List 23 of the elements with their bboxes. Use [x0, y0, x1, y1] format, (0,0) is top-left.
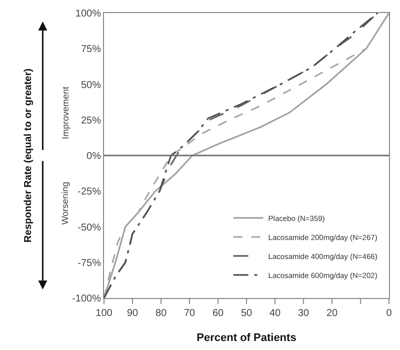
y-tick-label: -25% — [78, 186, 102, 198]
y-tick-label: 0% — [86, 151, 102, 162]
y-tick-label: -50% — [78, 222, 102, 234]
y-tick-label: 100% — [75, 8, 102, 20]
x-tick-label: 60 — [212, 308, 224, 319]
y-tick-label: 25% — [80, 115, 102, 126]
text: Improvement — [60, 86, 71, 140]
x-tick-label: 50 — [240, 308, 252, 319]
y-tick-label: 50% — [80, 80, 102, 91]
x-tick-label: 20 — [326, 308, 338, 319]
y-tick-label: 75% — [80, 44, 102, 56]
x-tick-label: 100 — [96, 308, 113, 319]
y-tick-label: -75% — [78, 258, 102, 269]
x-tick-label: 0 — [386, 308, 392, 319]
text: Worsening — [60, 182, 70, 225]
y-axis-title: Responder Rate (equal to or greater) — [23, 68, 34, 242]
x-tick-label: 40 — [269, 308, 281, 319]
x-tick-label: 70 — [184, 308, 196, 319]
x-tick-label: 80 — [155, 308, 167, 319]
x-tick-label: 90 — [126, 308, 138, 319]
x-axis-title: Percent of Patients — [196, 332, 296, 344]
x-tick-label: 30 — [298, 308, 310, 319]
y-tick-label: -100% — [72, 294, 102, 304]
